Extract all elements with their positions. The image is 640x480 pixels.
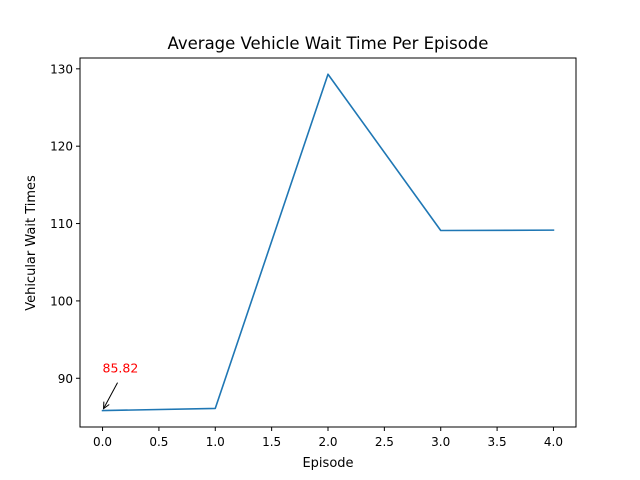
x-tick-label: 4.0 bbox=[544, 435, 563, 449]
y-tick-label: 100 bbox=[50, 294, 73, 308]
annotation-arrow bbox=[103, 382, 118, 409]
x-tick-label: 1.5 bbox=[262, 435, 281, 449]
y-axis-label: Vehicular Wait Times bbox=[24, 175, 39, 311]
y-tick-label: 110 bbox=[50, 217, 73, 231]
annotation-arrowhead bbox=[103, 401, 110, 410]
x-tick-label: 3.0 bbox=[431, 435, 450, 449]
x-tick-label: 0.5 bbox=[149, 435, 168, 449]
annotation-label: 85.82 bbox=[103, 361, 139, 376]
y-tick-label: 120 bbox=[50, 140, 73, 154]
y-tick-label: 130 bbox=[50, 62, 73, 76]
x-tick-label: 1.0 bbox=[206, 435, 225, 449]
x-tick-label: 0.0 bbox=[93, 435, 112, 449]
y-tick-label: 90 bbox=[58, 372, 73, 386]
x-tick-label: 3.5 bbox=[488, 435, 507, 449]
x-axis-label: Episode bbox=[302, 456, 353, 471]
x-tick-label: 2.0 bbox=[318, 435, 337, 449]
series-line-0 bbox=[101, 73, 555, 412]
x-tick-label: 2.5 bbox=[375, 435, 394, 449]
chart-title: Average Vehicle Wait Time Per Episode bbox=[168, 34, 489, 53]
plot-area bbox=[80, 58, 576, 427]
